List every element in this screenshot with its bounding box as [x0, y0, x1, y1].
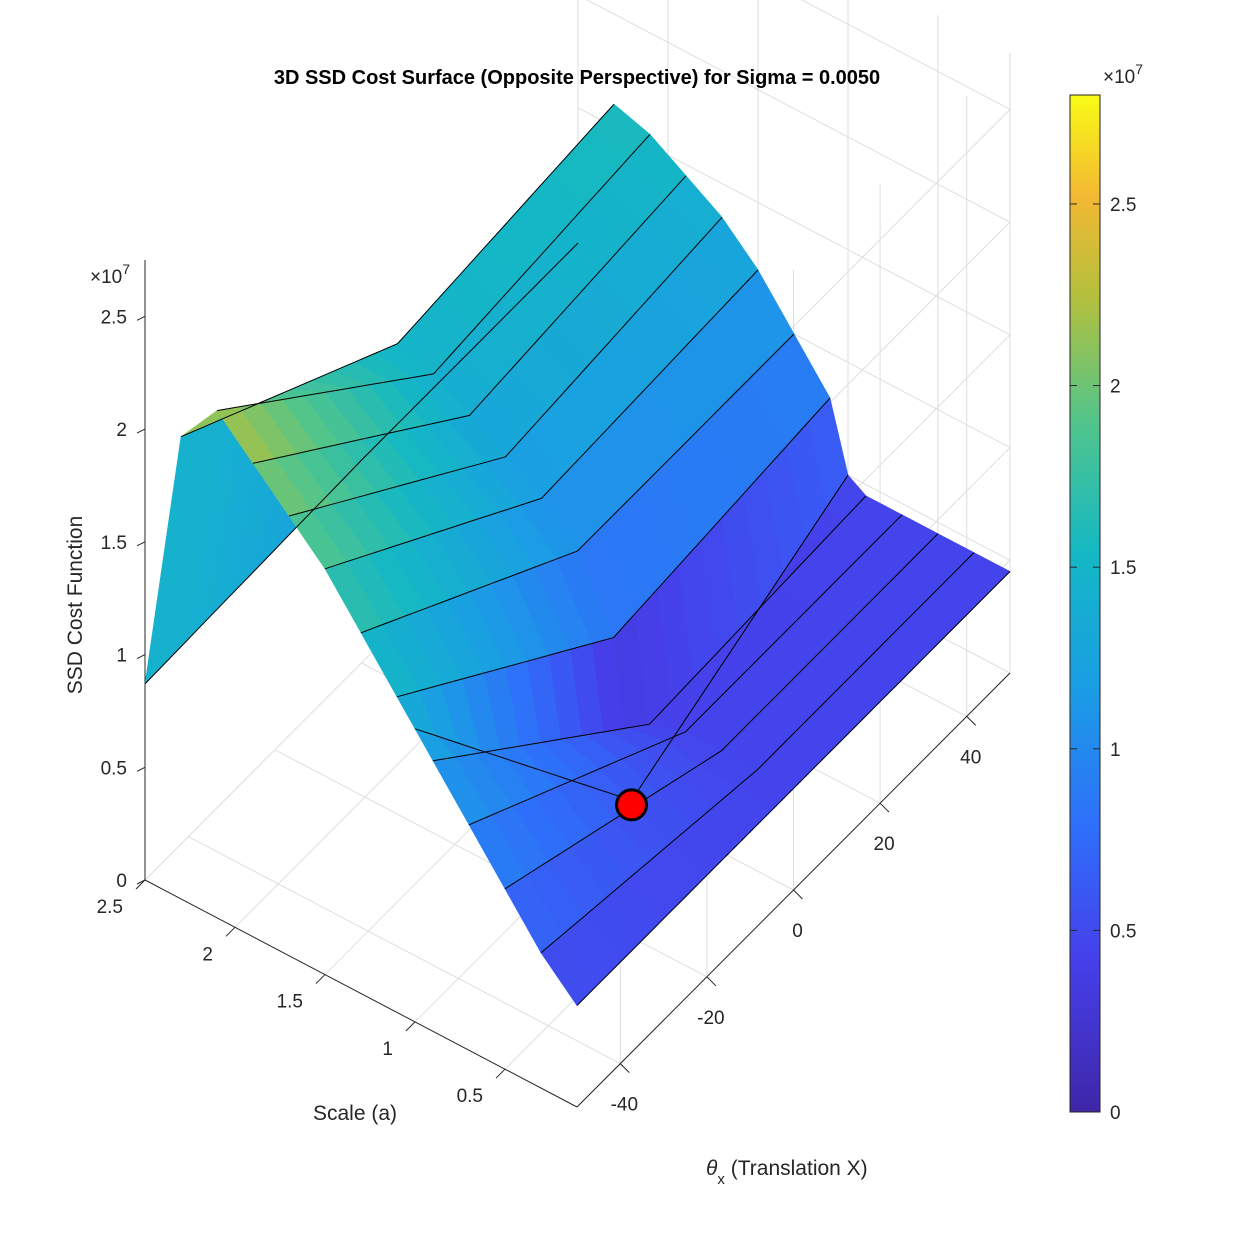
surface-mesh-line — [252, 175, 687, 464]
x-axis-symbol: θ — [706, 1157, 718, 1180]
z-tick-label: 1 — [116, 646, 127, 667]
z-axis-label: SSD Cost Function — [64, 516, 87, 695]
z-tick-label: 2 — [116, 420, 127, 441]
x-tick-label: 0 — [792, 921, 803, 942]
surface-mesh-line — [144, 242, 579, 685]
x-tick-label: -20 — [697, 1008, 724, 1029]
z-tick-label: 0 — [116, 871, 127, 892]
axes-lines — [135, 260, 1011, 1108]
colorbar-exponent: ×107 — [1103, 61, 1143, 88]
y-tick-label: 0.5 — [457, 1086, 483, 1107]
surface-mesh-line — [216, 134, 651, 412]
surface-mesh-line — [288, 216, 723, 517]
x-tick-label: 20 — [874, 834, 895, 855]
z-axis-exponent: ×107 — [90, 261, 130, 288]
colorbar-exponent-power: 7 — [1135, 61, 1143, 77]
colorbar — [1069, 94, 1101, 1113]
surface-mesh-line — [504, 533, 939, 890]
colorbar-tick-label: 0 — [1110, 1103, 1121, 1124]
chart-title: 3D SSD Cost Surface (Opposite Perspectiv… — [274, 67, 880, 89]
colorbar-tick-label: 0.5 — [1110, 921, 1136, 942]
x-axis-subscript: x — [717, 1171, 725, 1188]
surface-mesh-line — [576, 571, 1011, 1006]
surface-mesh-line — [180, 103, 615, 438]
colorbar-exponent-base: ×10 — [1103, 67, 1135, 88]
x-axis-label: θx (Translation X) — [706, 1157, 868, 1188]
surface-mesh-line — [540, 552, 975, 954]
x-tick-label: -40 — [611, 1095, 638, 1116]
surface-mesh-line — [396, 397, 831, 698]
y-tick-label: 1.5 — [277, 992, 303, 1013]
x-axis-text: (Translation X) — [725, 1157, 868, 1180]
cost-surface — [144, 103, 1011, 1006]
x-tick-label: 40 — [960, 747, 981, 768]
z-exponent-power: 7 — [122, 261, 130, 277]
z-exponent-base: ×10 — [90, 267, 122, 288]
surface-mesh-line — [432, 495, 867, 762]
colorbar-tick-label: 1.5 — [1110, 558, 1136, 579]
colorbar-ticks: 0 0.5 1 1.5 2 2.5 — [1070, 195, 1136, 1124]
colorbar-tick-label: 2 — [1110, 377, 1121, 398]
y-tick-label: 1 — [382, 1039, 393, 1060]
y-axis-label: Scale (a) — [313, 1102, 397, 1125]
z-tick-label: 2.5 — [101, 307, 127, 328]
z-tick-label: 1.5 — [101, 533, 127, 554]
surface-mesh-line — [324, 269, 759, 570]
surface-mesh-line — [468, 514, 903, 826]
y-tick-label: 2 — [202, 944, 213, 965]
tick-labels: 0 0.5 1 1.5 2 2.5 0.5 1 1.5 2 2.5 -40 -20 0 20 40 — [97, 307, 982, 1115]
y-tick-label: 2.5 — [97, 897, 123, 918]
surface-mesh-line — [360, 333, 795, 634]
minimum-marker — [615, 788, 648, 822]
colorbar-tick-label: 2.5 — [1110, 195, 1136, 216]
colorbar-tick-label: 1 — [1110, 740, 1121, 761]
z-tick-label: 0.5 — [101, 758, 127, 779]
